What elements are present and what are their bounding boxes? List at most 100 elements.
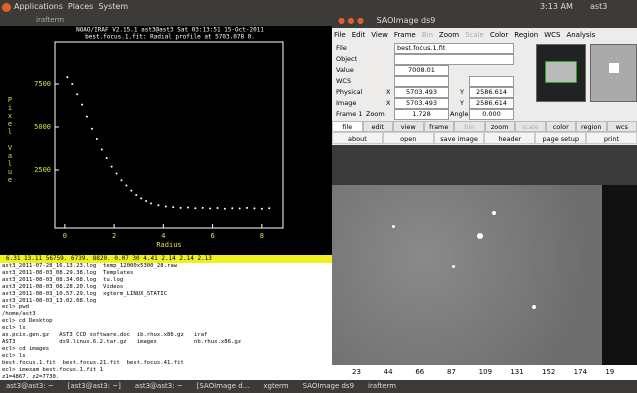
data-point [202,207,204,209]
data-point [96,138,98,140]
data-point [187,207,189,209]
button[interactable]: print [586,132,637,144]
taskbar-item[interactable]: SAOImage ds9 [303,380,354,393]
button[interactable]: zoom [485,121,516,132]
info-label: Physical [336,88,362,96]
y-tick-label: 7500 [34,80,51,88]
screen: Applications Places System 3:13 AM ast3 ir… [0,0,637,393]
terminal-line: ecl> pwd [2,304,332,311]
menu-item[interactable]: Places [68,0,93,14]
data-point [150,202,152,204]
data-point [116,172,118,174]
data-point [180,207,182,209]
button[interactable]: view [393,121,424,132]
menu-item[interactable]: Edit [352,28,366,42]
terminal-line: ecl> cd images [2,346,332,353]
y-tick-label: 5000 [34,123,51,131]
user[interactable]: ast3 [590,0,620,14]
button[interactable]: region [576,121,607,132]
terminal-line: ecl> ls [2,325,332,332]
data-point [135,194,137,196]
data-point [194,207,196,209]
button[interactable]: color [546,121,577,132]
info-value: best.focus.1.fit [394,43,514,54]
terminal-line: ast3_2011-08-03_08.28.20.log Videos [2,284,332,291]
data-point [125,185,127,187]
button[interactable]: file [332,121,363,132]
menu-item[interactable]: Region [514,28,538,42]
menu-item[interactable]: Scale [465,28,484,42]
info-value: 7008.01 [394,65,449,76]
taskbar-item[interactable]: ast3@ast3: ~ [6,380,54,393]
x-tick-label: 0 [63,232,67,240]
x-axis-label: Radius [156,241,181,249]
magnifier [590,44,637,102]
ruler-label: 109 [479,365,492,380]
terminal-line: ast3_2011-08-03_13.02.08.log [2,298,332,305]
taskbar-item[interactable]: [SAOImage d... [197,380,250,393]
taskbar-item[interactable]: irafterm [368,380,396,393]
data-point [165,205,167,207]
ruler-label: 87 [447,365,456,380]
data-point [76,93,78,95]
button[interactable]: header [484,132,535,144]
button[interactable]: page setup [535,132,586,144]
plot-background [0,26,332,255]
taskbar-item[interactable]: [ast3@ast3: ~] [68,380,121,393]
terminal-line: ecl> ls [2,353,332,360]
button[interactable]: scale [515,121,546,132]
button[interactable]: about [332,132,383,144]
button[interactable]: frame [424,121,455,132]
button[interactable]: bin [454,121,485,132]
data-point [268,207,270,209]
y-axis-label: Pixel Value [6,96,14,184]
info-label: X [386,99,390,107]
info-value [469,76,514,87]
window-title: SAOImage ds9 [377,16,436,25]
ds9-titlebar: ● ● ● SAOImage ds9 [332,14,637,28]
menu-item[interactable]: Applications [14,0,63,14]
button[interactable]: wcs [607,121,637,132]
ruler-label: 23 [352,365,361,380]
data-point [224,208,226,210]
window-controls[interactable]: ● ● ● [338,16,364,25]
terminal-line: ast3_2011-08-03_10.57.29.log xgterm_LINU… [2,291,332,298]
ubuntu-logo [2,3,11,12]
button[interactable]: edit [363,121,394,132]
data-point [86,116,88,118]
info-value: 0.000 [469,109,514,120]
menu-item[interactable]: WCS [544,28,560,42]
menu-item[interactable]: Frame [394,28,416,42]
menu-item[interactable]: Color [490,28,508,42]
data-point [91,128,93,130]
ruler-label: 66 [415,365,424,380]
menu-item[interactable]: Bin [422,28,433,42]
info-label: Y [460,99,464,107]
ruler-label: 131 [510,365,523,380]
taskbar-item[interactable]: xgterm [263,380,288,393]
data-point [157,204,159,206]
button[interactable]: open [383,132,434,144]
data-point [239,208,241,210]
info-label: Angle [450,110,469,118]
data-point [111,166,113,168]
radial-profile-plot: NOAO/IRAF V2.15.1 ast3@ast3 Sat 03:13:51… [0,26,332,255]
panner[interactable] [536,44,586,102]
menu-item[interactable]: View [371,28,388,42]
menu-item[interactable]: File [334,28,346,42]
xterm-window: ast3_2011-07-28_16.13.23.log temp_12000x… [0,263,332,380]
button[interactable]: save image [434,132,485,144]
button-bar: aboutopensave imageheaderpage setupprint [332,132,637,144]
menu-item[interactable]: Analysis [566,28,595,42]
info-label: Image [336,99,356,107]
menu-item[interactable]: Zoom [439,28,459,42]
data-point [101,148,103,150]
terminal-line: best.focus.1.fit best.focus.21.fit best.… [2,360,332,367]
taskbar-item[interactable]: ast3@ast3: ~ [135,380,183,393]
info-value: 2586.614 [469,87,514,98]
data-point [106,157,108,159]
clock[interactable]: 3:13 AM [540,0,580,14]
window-title: irafterm [36,16,64,24]
menu-item[interactable]: System [98,0,128,14]
